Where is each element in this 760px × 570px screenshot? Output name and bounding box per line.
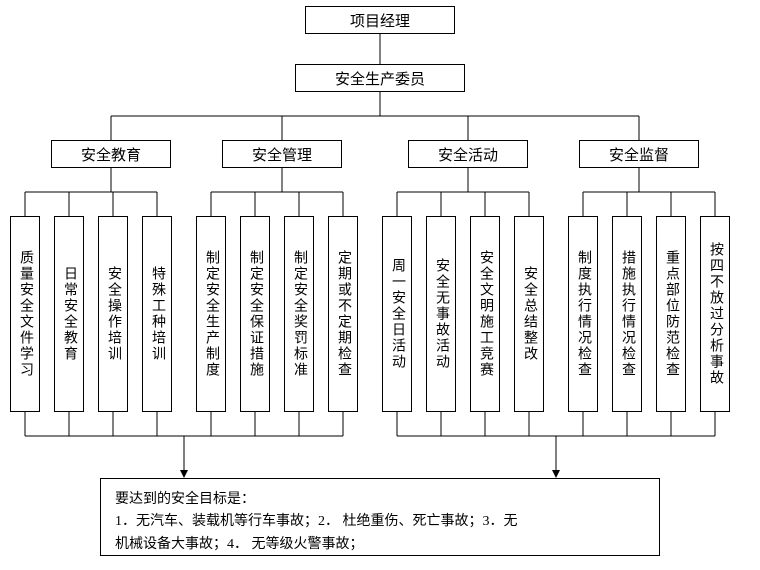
leaf-3: 特殊工种培训 [142,216,172,412]
goal-box: 要达到的安全目标是： 1．无汽车、装载机等行车事故；2． 杜绝重伤、死亡事故；3… [100,478,660,556]
leaf-0: 质量安全文件学习 [10,216,40,412]
leaf-13-label: 措施执行情况检查 [617,250,637,378]
node-edu: 安全教育 [51,140,171,168]
node-superv: 安全监督 [579,140,699,168]
leaf-4: 制定安全生产制度 [196,216,226,412]
leaf-8: 周一安全日活动 [382,216,412,412]
leaf-14: 重点部位防范检查 [656,216,686,412]
leaf-4-label: 制定安全生产制度 [201,250,221,378]
leaf-12: 制度执行情况检查 [568,216,598,412]
node-manage: 安全管理 [222,140,342,168]
node-activ: 安全活动 [408,140,528,168]
leaf-6: 制定安全奖罚标准 [284,216,314,412]
leaf-6-label: 制定安全奖罚标准 [289,250,309,378]
leaf-2-label: 安全操作培训 [103,266,123,362]
node-manage-label: 安全管理 [252,144,312,165]
node-committee: 安全生产委员 [295,64,465,92]
leaf-5-label: 制定安全保证措施 [245,250,265,378]
leaf-15: 按四不放过分析事故 [700,216,730,412]
leaf-13: 措施执行情况检查 [612,216,642,412]
leaf-1-label: 日常安全教育 [59,266,79,362]
leaf-7: 定期或不定期检查 [328,216,358,412]
leaf-10: 安全文明施工竞赛 [470,216,500,412]
leaf-2: 安全操作培训 [98,216,128,412]
leaf-14-label: 重点部位防范检查 [661,250,681,378]
leaf-11-label: 安全总结整改 [519,266,539,362]
leaf-1: 日常安全教育 [54,216,84,412]
leaf-15-label: 按四不放过分析事故 [705,242,725,386]
leaf-5: 制定安全保证措施 [240,216,270,412]
leaf-8-label: 周一安全日活动 [387,258,407,370]
node-root: 项目经理 [305,6,455,34]
goal-line3: 机械设备大事故；4． 无等级火警事故； [115,534,645,556]
goal-line2: 1．无汽车、装载机等行车事故；2． 杜绝重伤、死亡事故；3．无 [115,511,645,533]
node-edu-label: 安全教育 [81,144,141,165]
leaf-9: 安全无事故活动 [426,216,456,412]
goal-line1: 要达到的安全目标是： [115,489,645,511]
leaf-7-label: 定期或不定期检查 [333,250,353,378]
leaf-9-label: 安全无事故活动 [431,258,451,370]
node-superv-label: 安全监督 [609,144,669,165]
leaf-11: 安全总结整改 [514,216,544,412]
leaf-12-label: 制度执行情况检查 [573,250,593,378]
node-committee-label: 安全生产委员 [335,68,425,89]
node-root-label: 项目经理 [350,10,410,31]
node-activ-label: 安全活动 [438,144,498,165]
leaf-10-label: 安全文明施工竞赛 [475,250,495,378]
leaf-0-label: 质量安全文件学习 [15,250,35,378]
leaf-3-label: 特殊工种培训 [147,266,167,362]
